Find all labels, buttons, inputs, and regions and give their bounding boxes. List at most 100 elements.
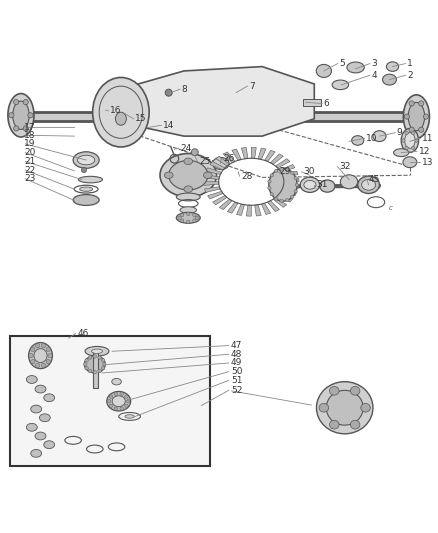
- Ellipse shape: [92, 349, 102, 353]
- Text: 7: 7: [249, 82, 255, 91]
- Text: 19: 19: [24, 140, 35, 149]
- Ellipse shape: [286, 199, 289, 201]
- Ellipse shape: [317, 382, 373, 434]
- Ellipse shape: [177, 193, 200, 201]
- Circle shape: [46, 360, 50, 364]
- Text: c: c: [389, 205, 392, 211]
- Circle shape: [191, 149, 198, 156]
- Polygon shape: [237, 204, 244, 215]
- Ellipse shape: [326, 390, 363, 425]
- Text: 8: 8: [182, 85, 187, 94]
- Text: 20: 20: [24, 148, 35, 157]
- Circle shape: [46, 348, 50, 352]
- Polygon shape: [216, 156, 230, 166]
- Ellipse shape: [382, 74, 396, 85]
- Text: 25: 25: [199, 157, 211, 166]
- Polygon shape: [261, 203, 271, 214]
- Circle shape: [125, 404, 128, 408]
- Ellipse shape: [35, 432, 46, 440]
- Ellipse shape: [26, 376, 37, 383]
- Ellipse shape: [269, 168, 297, 201]
- Polygon shape: [270, 154, 283, 164]
- Text: 5: 5: [339, 59, 345, 68]
- Ellipse shape: [361, 403, 371, 412]
- Text: 49: 49: [231, 359, 242, 367]
- Ellipse shape: [394, 149, 409, 157]
- Ellipse shape: [13, 101, 29, 130]
- Circle shape: [415, 139, 418, 142]
- Ellipse shape: [268, 187, 271, 190]
- Ellipse shape: [294, 190, 297, 193]
- Ellipse shape: [274, 197, 278, 200]
- Text: 29: 29: [279, 167, 291, 176]
- Text: 26: 26: [223, 154, 234, 163]
- Ellipse shape: [270, 174, 273, 177]
- Ellipse shape: [73, 195, 99, 205]
- Ellipse shape: [358, 176, 379, 193]
- Polygon shape: [241, 148, 248, 159]
- Circle shape: [409, 101, 414, 106]
- Circle shape: [93, 370, 96, 374]
- Ellipse shape: [319, 403, 328, 412]
- Polygon shape: [297, 112, 406, 121]
- Ellipse shape: [290, 171, 294, 174]
- Polygon shape: [254, 205, 261, 216]
- Circle shape: [127, 399, 130, 403]
- Polygon shape: [219, 199, 232, 209]
- Ellipse shape: [320, 180, 335, 192]
- Ellipse shape: [78, 176, 102, 183]
- Bar: [93, 351, 98, 388]
- Polygon shape: [205, 187, 220, 192]
- Ellipse shape: [116, 112, 126, 125]
- Text: 9: 9: [397, 128, 403, 137]
- Polygon shape: [268, 201, 279, 212]
- Text: 28: 28: [241, 172, 253, 181]
- Circle shape: [41, 343, 46, 348]
- Polygon shape: [212, 196, 227, 205]
- Bar: [10, 336, 210, 466]
- Ellipse shape: [164, 172, 173, 179]
- Circle shape: [85, 367, 88, 370]
- Ellipse shape: [80, 187, 93, 191]
- Ellipse shape: [280, 199, 283, 203]
- Circle shape: [35, 364, 40, 368]
- Ellipse shape: [212, 157, 229, 169]
- Text: 48: 48: [231, 350, 242, 359]
- Ellipse shape: [177, 212, 200, 223]
- Ellipse shape: [329, 386, 339, 395]
- Text: 47: 47: [231, 341, 242, 350]
- Ellipse shape: [268, 180, 271, 183]
- Ellipse shape: [403, 157, 417, 168]
- Circle shape: [125, 395, 128, 398]
- Ellipse shape: [34, 349, 47, 362]
- Text: 1: 1: [407, 59, 413, 68]
- Circle shape: [23, 100, 28, 104]
- Ellipse shape: [44, 441, 55, 449]
- Circle shape: [402, 139, 405, 142]
- Text: 52: 52: [231, 386, 242, 395]
- Ellipse shape: [362, 180, 375, 190]
- Ellipse shape: [31, 405, 42, 413]
- Circle shape: [411, 131, 415, 135]
- Text: 50: 50: [231, 367, 242, 376]
- Polygon shape: [204, 175, 219, 179]
- Circle shape: [405, 146, 408, 150]
- Ellipse shape: [73, 152, 99, 168]
- Circle shape: [41, 364, 46, 368]
- Text: 23: 23: [24, 174, 35, 183]
- Ellipse shape: [403, 95, 429, 138]
- Ellipse shape: [408, 102, 425, 131]
- Circle shape: [419, 127, 424, 132]
- Circle shape: [193, 219, 196, 222]
- Circle shape: [48, 353, 52, 358]
- Ellipse shape: [93, 77, 149, 147]
- Polygon shape: [246, 205, 251, 216]
- Text: 10: 10: [367, 134, 378, 143]
- Circle shape: [409, 127, 414, 132]
- Polygon shape: [281, 189, 297, 196]
- Polygon shape: [278, 193, 293, 202]
- Polygon shape: [232, 149, 241, 160]
- Polygon shape: [282, 171, 298, 177]
- Polygon shape: [279, 165, 295, 172]
- Circle shape: [31, 348, 35, 352]
